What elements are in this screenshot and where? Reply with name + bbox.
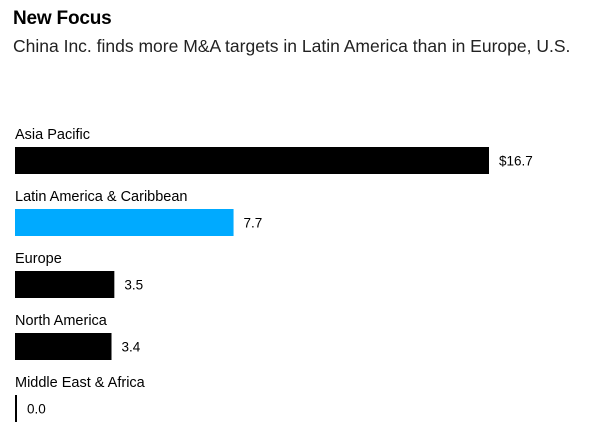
value-label-middle-east-and-africa: 0.0 bbox=[27, 402, 46, 417]
bar-asia-pacific bbox=[15, 147, 489, 174]
category-label-latin-america-and-caribbean: Latin America & Caribbean bbox=[15, 189, 188, 205]
chart-subtitle: China Inc. finds more M&A targets in Lat… bbox=[13, 36, 571, 56]
value-label-asia-pacific: $16.7 bbox=[499, 154, 533, 169]
category-label-asia-pacific: Asia Pacific bbox=[15, 127, 90, 143]
chart-title: New Focus bbox=[13, 8, 112, 29]
value-label-north-america: 3.4 bbox=[122, 340, 141, 355]
bar-latin-america-and-caribbean bbox=[15, 209, 234, 236]
bar-middle-east-and-africa bbox=[15, 395, 17, 422]
category-label-europe: Europe bbox=[15, 251, 62, 267]
value-label-europe: 3.5 bbox=[124, 278, 143, 293]
category-label-middle-east-and-africa: Middle East & Africa bbox=[15, 375, 146, 391]
bar-europe bbox=[15, 271, 115, 298]
category-label-north-america: North America bbox=[15, 313, 108, 329]
bar-north-america bbox=[15, 333, 112, 360]
value-label-latin-america-and-caribbean: 7.7 bbox=[244, 216, 263, 231]
